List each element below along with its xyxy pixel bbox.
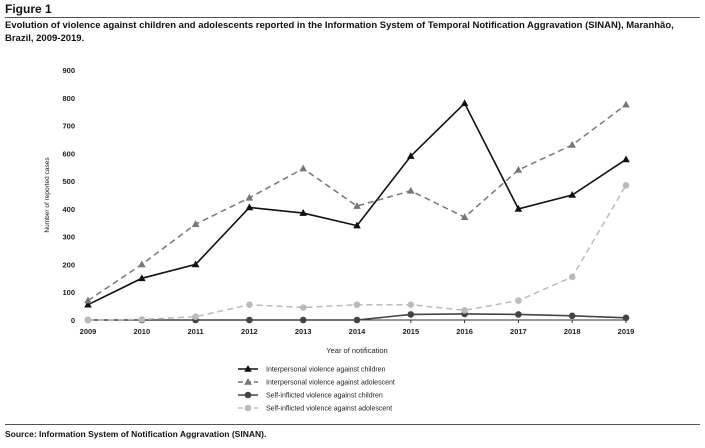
y-tick-label: 400 [62,205,75,214]
series-group [84,99,630,308]
data-point [84,296,92,304]
data-point [191,220,200,227]
legend-swatch-marker [244,391,252,399]
legend-swatch-marker [244,365,252,372]
figure-source: Source: Information System of Notificati… [5,429,267,439]
data-point [299,316,307,324]
data-point [514,166,523,173]
figure-label: Figure 1 [5,2,52,16]
data-point [138,260,146,268]
data-point [191,260,200,268]
data-point [461,306,468,314]
top-rule [5,17,700,18]
series-group [84,100,630,304]
data-point [407,311,415,318]
data-point [299,209,307,216]
data-point [245,193,254,201]
x-tick-label: 2016 [456,327,473,336]
data-point [515,297,522,304]
y-tick-label: 0 [71,316,75,325]
data-point [84,300,92,308]
data-point [568,191,576,198]
legend-label: Self-inflicted violence against adolesce… [266,406,392,413]
data-point [192,313,199,320]
data-point [622,314,630,322]
x-tick-label: 2011 [187,327,203,336]
bottom-rule [5,424,700,425]
data-point [299,304,307,311]
data-point [622,100,630,108]
x-tick-label: 2014 [349,327,367,336]
chart-axes: 0 100 200 300 400 500 600 700 800 900 2009 2010 2011… [44,66,634,355]
x-tick-label: 2018 [564,327,581,336]
data-point [353,202,361,209]
y-tick-label: 500 [62,177,75,186]
x-tick-label: 2009 [80,327,97,336]
data-point [353,316,361,324]
data-point [407,186,415,194]
chart-legend: Interpersonal violence against children I… [238,365,395,413]
y-tick-label: 200 [62,260,75,269]
y-axis-label: Number of reported cases [44,157,51,233]
data-point [245,203,254,211]
data-point [515,311,522,318]
x-axis-label: Year of notification [326,346,387,355]
series-group [84,181,630,324]
series-group [84,310,630,324]
x-tick-label: 2013 [295,327,312,336]
x-tick-label: 2015 [402,327,419,336]
data-point [568,273,576,281]
data-point [568,312,576,320]
legend-swatch-marker [244,378,252,385]
legend-label: Interpersonal violence against children [266,367,386,374]
data-point [514,204,523,212]
data-point [138,274,146,282]
data-point [460,213,469,221]
x-tick-label: 2019 [618,327,635,336]
y-tick-label: 100 [62,288,75,297]
data-point [460,99,469,107]
x-tick-label: 2012 [241,327,258,336]
data-point [353,221,361,229]
y-tick-label: 900 [62,66,75,75]
legend-label: Self-inflicted violence against children [266,393,383,400]
legend-swatch-marker [244,404,252,412]
y-tick-label: 600 [62,149,75,158]
figure-caption: Evolution of violence against children a… [5,20,674,44]
data-point [407,301,415,309]
data-point [353,301,361,309]
legend-label: Interpersonal violence against adolescen… [266,380,395,387]
x-tick-label: 2017 [510,327,527,336]
data-point [622,155,630,163]
data-point [138,316,146,323]
y-tick-label: 700 [62,122,75,131]
y-tick-label: 300 [62,233,75,242]
series-line [87,104,627,302]
data-point [246,301,253,309]
y-tick-label: 800 [62,94,75,103]
x-tick-label: 2010 [133,327,150,336]
data-point [84,316,92,324]
data-point [622,181,630,189]
chart-series [84,99,630,324]
data-point [299,164,307,172]
data-point [407,152,415,159]
data-point [568,141,576,148]
data-point [246,316,253,324]
